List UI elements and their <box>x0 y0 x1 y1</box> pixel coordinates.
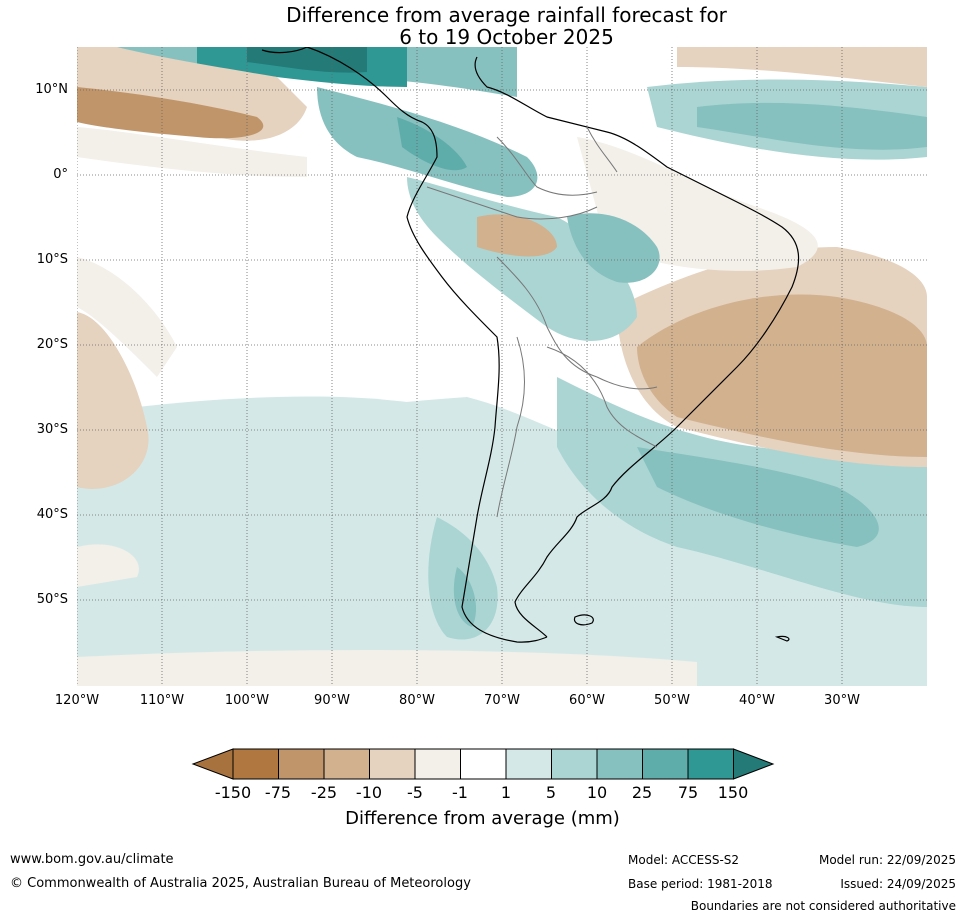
colorbar-tick-label: 1 <box>500 783 512 802</box>
colorbar-tick-label: 75 <box>677 783 699 802</box>
colorbar-segment <box>687 748 734 780</box>
lon-label-90w: 90°W <box>314 693 350 708</box>
map-title: Difference from average rainfall forecas… <box>0 4 965 48</box>
colorbar-segment <box>278 748 325 780</box>
rainfall-anomaly-map <box>77 47 927 686</box>
colorbar-segment <box>505 748 552 780</box>
colorbar-tick-label: -75 <box>264 783 292 802</box>
colorbar-segment <box>323 748 370 780</box>
website-link[interactable]: www.bom.gov.au/climate <box>10 852 174 867</box>
lon-label-70w: 70°W <box>484 693 520 708</box>
lon-label-50w: 50°W <box>654 693 690 708</box>
colorbar-tick-label: -5 <box>407 783 423 802</box>
colorbar-segment <box>642 748 689 780</box>
lon-label-60w: 60°W <box>569 693 605 708</box>
lon-label-80w: 80°W <box>399 693 435 708</box>
lat-label-50s: 50°S <box>36 592 68 607</box>
title-line-2: 6 to 19 October 2025 <box>399 25 614 49</box>
boundary-disclaimer: Boundaries are not considered authoritat… <box>690 899 956 913</box>
anomaly-shading <box>77 47 927 686</box>
lon-label-120w: 120°W <box>54 693 100 708</box>
lat-label-20s: 20°S <box>36 337 68 352</box>
colorbar-title: Difference from average (mm) <box>345 808 620 829</box>
lat-label-0: 0° <box>53 167 68 182</box>
colorbar-segment <box>596 748 643 780</box>
colorbar-tick-label: 25 <box>631 783 653 802</box>
model-run: Model run: 22/09/2025 <box>818 853 956 867</box>
lat-label-10n: 10°N <box>35 82 68 97</box>
colorbar-extend-low <box>191 748 234 780</box>
colorbar-segment <box>551 748 598 780</box>
copyright: © Commonwealth of Australia 2025, Austra… <box>10 876 471 891</box>
model-name: Model: ACCESS-S2 <box>628 853 740 867</box>
colorbar-tick-label: -25 <box>310 783 338 802</box>
colorbar <box>191 748 775 780</box>
lat-label-30s: 30°S <box>36 422 68 437</box>
lat-label-10s: 10°S <box>36 252 68 267</box>
country-borders <box>426 126 658 518</box>
colorbar-tick-label: 150 <box>717 783 749 802</box>
colorbar-extend-high <box>733 748 775 780</box>
colorbar-tick-label: -1 <box>452 783 468 802</box>
colorbar-segment <box>460 748 507 780</box>
lon-label-30w: 30°W <box>824 693 860 708</box>
colorbar-tick-label: 5 <box>545 783 557 802</box>
colorbar-segment <box>232 748 279 780</box>
issued-date: Issued: 24/09/2025 <box>840 877 956 891</box>
lon-label-40w: 40°W <box>739 693 775 708</box>
lon-label-110w: 110°W <box>139 693 185 708</box>
colorbar-tick-label: 10 <box>586 783 608 802</box>
colorbar-segment <box>414 748 461 780</box>
gridlines <box>77 47 927 686</box>
lat-label-40s: 40°S <box>36 507 68 522</box>
lon-label-100w: 100°W <box>224 693 270 708</box>
coastlines <box>261 47 800 643</box>
colorbar-segment <box>369 748 416 780</box>
title-line-1: Difference from average rainfall forecas… <box>286 3 727 27</box>
base-period: Base period: 1981-2018 <box>628 877 773 891</box>
colorbar-tick-label: -10 <box>355 783 383 802</box>
colorbar-tick-label: -150 <box>214 783 252 802</box>
